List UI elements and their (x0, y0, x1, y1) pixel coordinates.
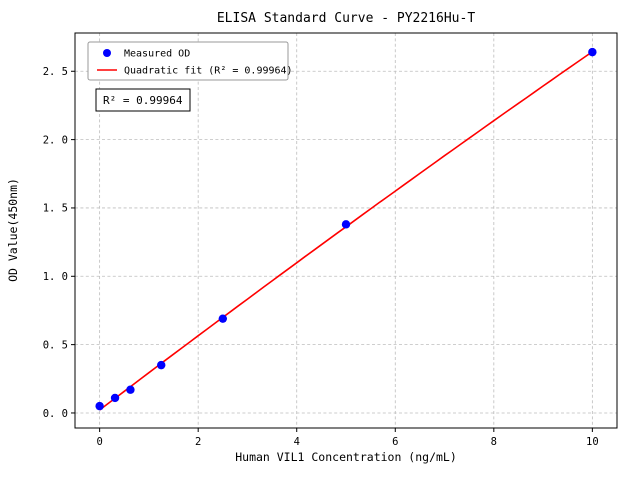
data-point (126, 385, 135, 394)
y-tick-label: 2. 0 (43, 134, 68, 146)
x-tick-label: 0 (96, 436, 102, 448)
measured-points (95, 47, 597, 411)
y-axis: 0. 0 0. 5 1. 0 1. 5 2. 0 2. 5 (43, 66, 75, 420)
legend: Measured OD Quadratic fit (R² = 0.99964) (87, 41, 293, 81)
legend-marker-measured-od-icon (103, 49, 111, 57)
y-axis-label: OD Value(450nm) (6, 178, 20, 282)
data-point (95, 401, 104, 411)
data-point (157, 360, 166, 370)
y-tick-label: 0. 0 (43, 408, 68, 420)
data-point (110, 393, 120, 403)
x-axis: 0 2 4 6 8 10 (96, 428, 599, 448)
data-point (218, 314, 228, 323)
x-tick-label: 8 (491, 436, 497, 448)
chart-title: ELISA Standard Curve - PY2216Hu-T (217, 11, 475, 26)
x-tick-label: 4 (294, 436, 300, 448)
legend-label-measured-od: Measured OD (124, 49, 190, 60)
y-tick-label: 0. 5 (43, 339, 68, 351)
x-tick-label: 10 (586, 436, 599, 448)
legend-label-quadratic-fit: Quadratic fit (R² = 0.99964) (124, 66, 293, 77)
r-squared-annotation: R² = 0.99964 (95, 88, 191, 112)
x-axis-label: Human VIL1 Concentration (ng/mL) (235, 450, 457, 464)
data-point (588, 47, 597, 57)
x-tick-label: 6 (392, 436, 398, 448)
y-tick-label: 1. 0 (43, 271, 68, 283)
annotation-text: R² = 0.99964 (103, 94, 183, 107)
y-tick-label: 1. 5 (43, 203, 68, 215)
x-tick-label: 2 (195, 436, 201, 448)
plot-border (74, 32, 618, 429)
data-point (341, 220, 351, 229)
annotation-frame (95, 88, 191, 112)
y-tick-label: 2. 5 (43, 66, 68, 78)
legend-frame (87, 41, 289, 81)
